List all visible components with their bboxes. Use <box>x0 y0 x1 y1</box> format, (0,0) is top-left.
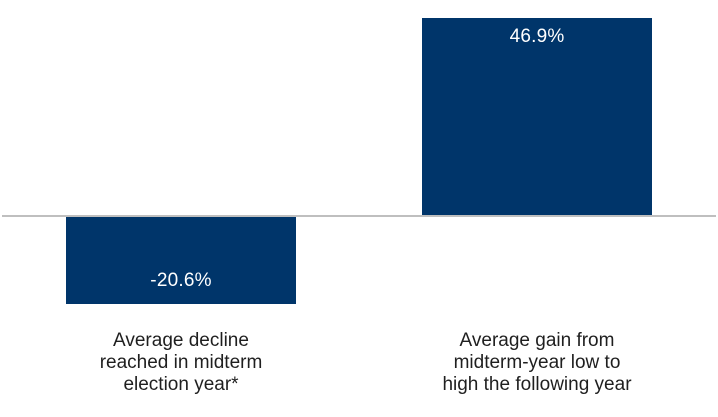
category-label-following-year-gain-line3: high the following year <box>442 374 632 395</box>
category-label-following-year-gain-line1: Average gain from <box>459 330 615 351</box>
data-label-following-year-gain: 46.9% <box>509 26 565 47</box>
category-label-midterm-decline-line2: reached in midterm <box>99 352 263 373</box>
category-label-midterm-decline: Average decline reached in midterm elect… <box>51 330 311 396</box>
category-label-midterm-decline-line3: election year* <box>123 374 239 395</box>
x-axis-baseline <box>2 215 716 217</box>
bar-midterm-decline: -20.6% <box>66 217 296 304</box>
data-label-midterm-decline: -20.6% <box>150 270 212 291</box>
category-label-following-year-gain: Average gain from midterm-year low to hi… <box>407 330 667 396</box>
category-label-following-year-gain-line2: midterm-year low to <box>453 352 621 373</box>
bar-following-year-gain: 46.9% <box>422 18 652 215</box>
category-label-midterm-decline-line1: Average decline <box>113 330 249 351</box>
